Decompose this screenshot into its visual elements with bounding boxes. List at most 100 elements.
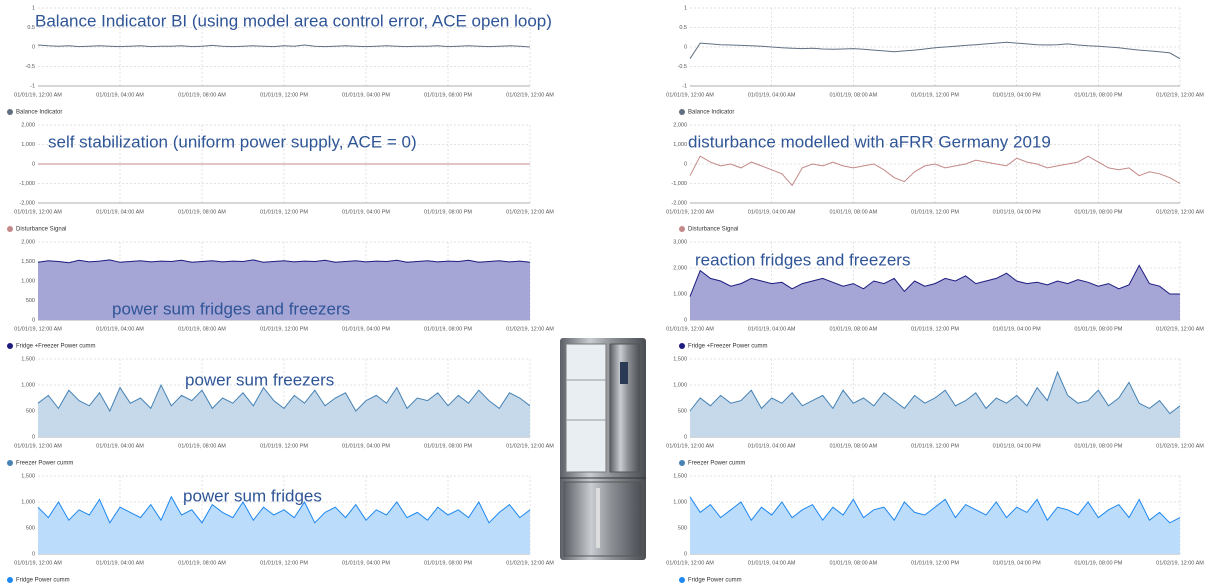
x-tick-label: 01/02/19, 12:00 AM xyxy=(506,326,554,332)
x-tick-label: 01/01/19, 08:00 PM xyxy=(1074,209,1122,215)
x-tick-label: 01/01/19, 04:00 PM xyxy=(993,92,1041,98)
chart: -1 -0.5 0 0.5 1 01/01/19, 12:00 AM 01/01/19, 0… xyxy=(7,5,554,116)
y-tick-label: 1,500 xyxy=(673,356,687,362)
x-tick-label: 01/01/19, 04:00 AM xyxy=(96,560,144,566)
y-tick-label: -2,000 xyxy=(671,200,687,206)
y-tick-label: 1,500 xyxy=(21,473,35,479)
x-tick-label: 01/01/19, 04:00 AM xyxy=(748,92,796,98)
legend-label: Fridge Power cumm xyxy=(16,578,70,584)
annotation: power sum freezers xyxy=(185,370,334,389)
y-tick-label: 1,000 xyxy=(21,142,35,148)
x-tick-label: 01/01/19, 08:00 AM xyxy=(829,326,877,332)
x-tick-label: 01/01/19, 08:00 AM xyxy=(829,560,877,566)
x-tick-label: 01/01/19, 08:00 AM xyxy=(178,92,226,98)
annotation: Balance Indicator BI (using model area c… xyxy=(35,11,552,30)
x-tick-label: 01/01/19, 04:00 AM xyxy=(748,443,796,449)
x-tick-label: 01/01/19, 08:00 AM xyxy=(178,560,226,566)
area-fill xyxy=(38,496,530,554)
y-tick-label: 1,000 xyxy=(673,142,687,148)
x-tick-label: 01/02/19, 12:00 AM xyxy=(1156,209,1204,215)
x-tick-label: 01/01/19, 12:00 PM xyxy=(911,443,959,449)
line xyxy=(689,264,1180,297)
legend-marker xyxy=(7,460,13,466)
annotation: self stabilization (uniform power supply… xyxy=(48,132,417,151)
annotation: reaction fridges and freezers xyxy=(695,250,910,269)
x-tick-label: 01/01/19, 12:00 AM xyxy=(666,92,714,98)
x-tick-label: 01/01/19, 04:00 AM xyxy=(96,326,144,332)
legend-label: Balance Indicator xyxy=(16,110,62,116)
x-tick-label: 01/01/19, 12:00 PM xyxy=(911,92,959,98)
chart: -2,000 -1,000 0 1,000 2,000 01/01/19, 12:00 A… xyxy=(666,122,1204,232)
legend-label: Freezer Power cumm xyxy=(16,461,73,467)
legend-label: Fridge +Freezer Power cumm xyxy=(688,344,768,350)
x-tick-label: 01/01/19, 04:00 AM xyxy=(748,209,796,215)
x-tick-label: 01/01/19, 04:00 AM xyxy=(96,92,144,98)
x-tick-label: 01/02/19, 12:00 AM xyxy=(1156,92,1204,98)
annotation: disturbance modelled with aFRR Germany 2… xyxy=(688,132,1051,151)
x-tick-label: 01/01/19, 08:00 PM xyxy=(424,443,472,449)
line xyxy=(37,383,531,413)
legend-label: Disturbance Signal xyxy=(688,227,738,233)
x-tick-label: 01/01/19, 12:00 AM xyxy=(14,326,62,332)
line xyxy=(37,44,531,48)
x-tick-label: 01/01/19, 08:00 PM xyxy=(1074,560,1122,566)
line xyxy=(689,496,1181,524)
x-tick-label: 01/01/19, 04:00 AM xyxy=(748,560,796,566)
legend-marker xyxy=(7,226,13,232)
annotation: power sum fridges xyxy=(183,486,322,505)
y-tick-label: 2,000 xyxy=(673,265,687,271)
x-tick-label: 01/01/19, 08:00 PM xyxy=(424,560,472,566)
legend-marker xyxy=(679,577,685,583)
line xyxy=(689,370,1181,415)
y-tick-label: 0 xyxy=(32,317,35,323)
x-tick-label: 01/01/19, 04:00 PM xyxy=(342,209,390,215)
x-tick-label: 01/01/19, 12:00 PM xyxy=(260,92,308,98)
y-tick-label: -1,000 xyxy=(19,181,35,187)
x-tick-label: 01/01/19, 12:00 AM xyxy=(666,326,714,332)
y-tick-label: 0.5 xyxy=(27,25,35,31)
x-tick-label: 01/01/19, 04:00 PM xyxy=(342,443,390,449)
line xyxy=(689,41,1181,60)
y-tick-label: 0 xyxy=(684,44,687,50)
y-tick-label: 0 xyxy=(32,434,35,440)
legend-label: Fridge +Freezer Power cumm xyxy=(16,344,96,350)
x-tick-label: 01/02/19, 12:00 AM xyxy=(506,92,554,98)
x-tick-label: 01/01/19, 08:00 AM xyxy=(829,209,877,215)
x-tick-label: 01/01/19, 08:00 PM xyxy=(424,326,472,332)
x-tick-label: 01/02/19, 12:00 AM xyxy=(1156,443,1204,449)
y-tick-label: 1,000 xyxy=(21,382,35,388)
x-tick-label: 01/01/19, 04:00 PM xyxy=(993,560,1041,566)
y-tick-label: 1,000 xyxy=(21,499,35,505)
area-fill xyxy=(38,385,530,437)
y-tick-label: 1,000 xyxy=(673,382,687,388)
x-tick-label: 01/01/19, 12:00 PM xyxy=(260,209,308,215)
y-tick-label: 1,000 xyxy=(673,291,687,297)
legend-marker xyxy=(679,109,685,115)
x-tick-label: 01/01/19, 04:00 AM xyxy=(96,209,144,215)
x-tick-label: 01/01/19, 04:00 PM xyxy=(342,560,390,566)
chart: 0 500 1,000 1,500 2,000 01/01/19, 12:00 AM 01/… xyxy=(7,239,554,350)
line xyxy=(689,155,1181,187)
x-tick-label: 01/01/19, 08:00 AM xyxy=(829,443,877,449)
y-tick-label: 0 xyxy=(684,317,687,323)
x-tick-label: 01/02/19, 12:00 AM xyxy=(506,209,554,215)
chart: 0 500 1,000 1,500 01/01/19, 12:00 AM 01/01/19… xyxy=(666,356,1204,466)
x-tick-label: 01/01/19, 12:00 AM xyxy=(666,560,714,566)
x-tick-label: 01/01/19, 04:00 PM xyxy=(993,443,1041,449)
y-tick-label: -2,000 xyxy=(19,200,35,206)
x-tick-label: 01/01/19, 08:00 AM xyxy=(829,92,877,98)
fridge-image xyxy=(560,338,646,560)
x-tick-label: 01/01/19, 08:00 PM xyxy=(1074,92,1122,98)
chart: 0 500 1,000 1,500 01/01/19, 12:00 AM 01/01/19… xyxy=(666,473,1204,583)
line xyxy=(37,495,531,524)
y-tick-label: 500 xyxy=(26,298,35,304)
chart: 0 500 1,000 1,500 01/01/19, 12:00 AM 01/01/19… xyxy=(7,356,554,467)
y-tick-label: -0.5 xyxy=(26,64,35,70)
x-tick-label: 01/01/19, 12:00 PM xyxy=(911,209,959,215)
y-tick-label: 1,500 xyxy=(21,356,35,362)
chart: -2,000 -1,000 0 1,000 2,000 01/01/19, 12:00 A… xyxy=(7,122,554,233)
x-tick-label: 01/01/19, 08:00 PM xyxy=(1074,443,1122,449)
x-tick-label: 01/01/19, 12:00 AM xyxy=(14,560,62,566)
y-tick-label: 500 xyxy=(26,408,35,414)
